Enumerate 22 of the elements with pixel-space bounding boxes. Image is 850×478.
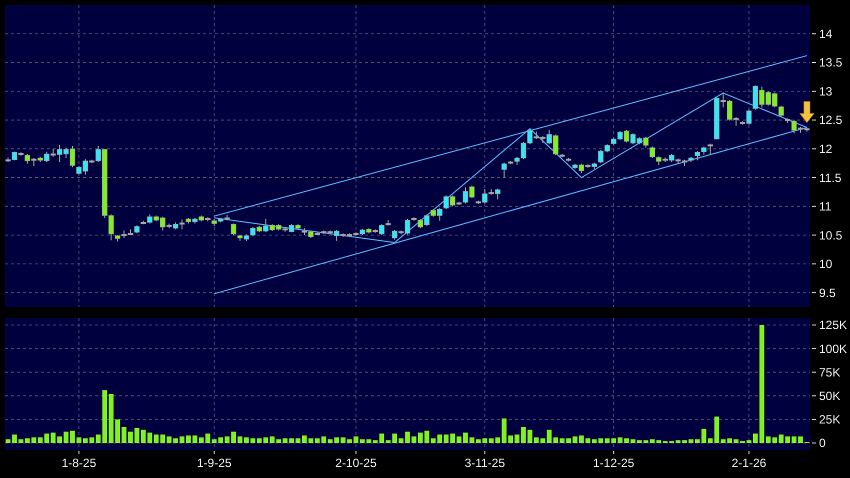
- x-tick-label: 2-10-25: [335, 456, 377, 470]
- y-tick-label: 13.5: [819, 56, 843, 70]
- x-tick-label: 3-11-25: [464, 456, 506, 470]
- y-tick-label: 75K: [819, 365, 840, 380]
- y-tick-label: 25K: [819, 412, 840, 427]
- y-tick-label: 125K: [819, 318, 848, 332]
- y-tick-label: 100K: [819, 342, 848, 356]
- y-tick-label: 10: [819, 257, 833, 272]
- y-tick-label: 11: [819, 200, 832, 214]
- y-tick-label: 50K: [819, 389, 840, 404]
- y-tick-label: 12: [819, 142, 833, 156]
- y-tick-label: 0: [819, 436, 826, 450]
- y-tick-label: 9.5: [819, 286, 836, 300]
- y-tick-label: 14: [819, 26, 833, 41]
- y-tick-label: 13: [819, 84, 833, 98]
- y-tick-label: 12.5: [819, 113, 843, 128]
- x-tick-label: 1-8-25: [62, 456, 97, 470]
- x-tick-label: 1-9-25: [196, 456, 232, 470]
- y-tick-label: 11.5: [819, 170, 842, 185]
- x-tick-label: 1-12-25: [592, 456, 635, 470]
- x-tick-label: 2-1-26: [732, 456, 767, 470]
- y-tick-label: 10.5: [819, 228, 843, 242]
